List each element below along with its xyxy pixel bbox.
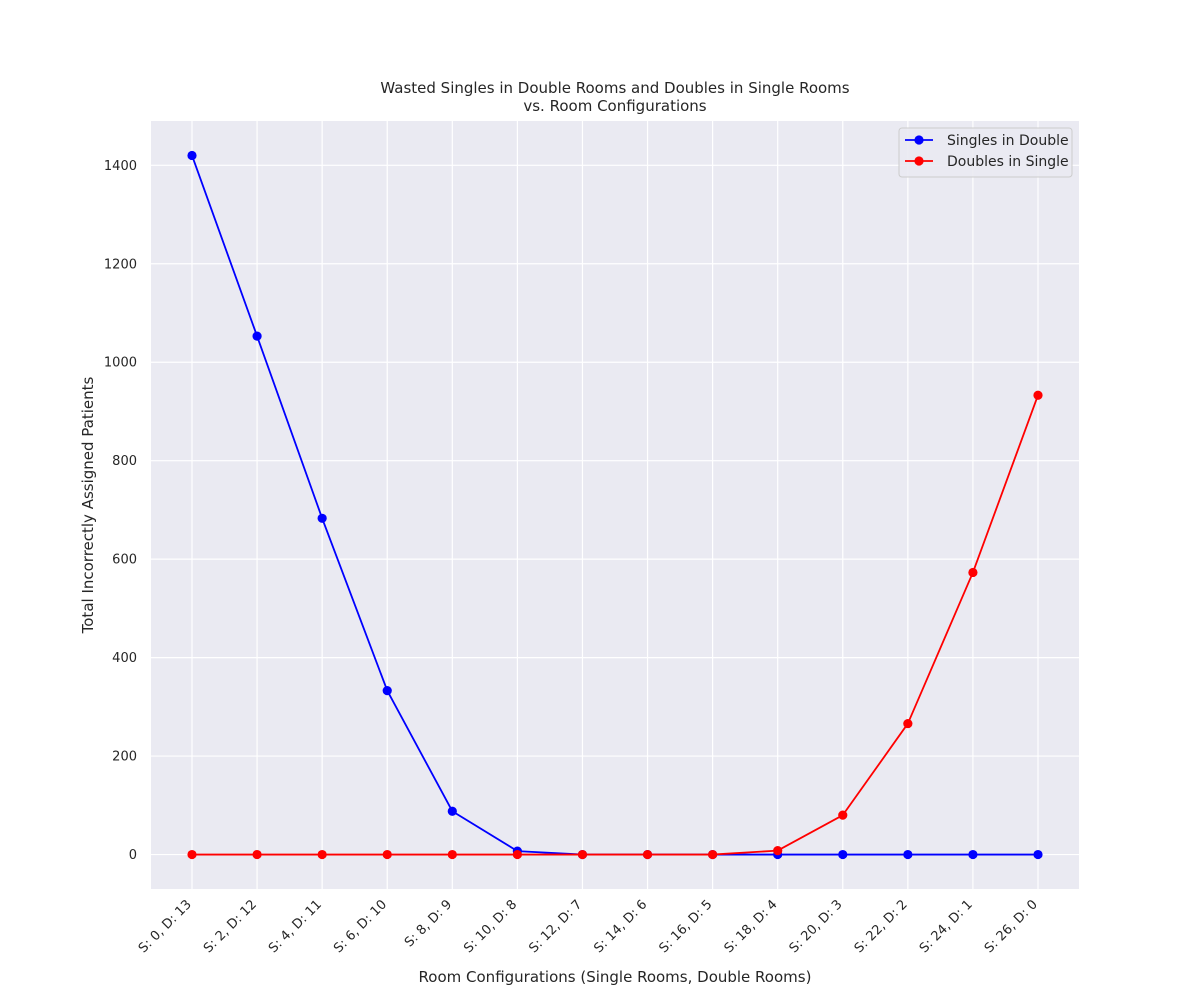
y-tick-label: 1400 — [104, 159, 137, 174]
x-tick-label: S: 18, D: 4 — [722, 897, 781, 956]
legend-box — [898, 127, 1073, 178]
x-tick-label: S: 16, D: 5 — [656, 897, 715, 956]
data-point — [1033, 390, 1043, 400]
legend-label: Singles in Double — [947, 133, 1069, 149]
x-tick-label: S: 2, D: 12 — [201, 897, 260, 956]
legend-marker — [914, 156, 924, 166]
data-point — [382, 686, 392, 696]
y-axis-label: Total Incorrectly Assigned Patients — [79, 376, 97, 634]
x-tick-label: S: 14, D: 6 — [591, 897, 650, 956]
legend-label: Doubles in Single — [947, 154, 1069, 170]
x-tick-label: S: 20, D: 3 — [787, 897, 846, 956]
x-tick-label: S: 10, D: 8 — [461, 897, 520, 956]
data-point — [187, 150, 197, 161]
y-tick-label: 1200 — [104, 257, 137, 272]
x-tick-label: S: 26, D: 0 — [982, 897, 1041, 956]
legend: Singles in Double Doubles in Single — [898, 127, 1073, 178]
data-point — [447, 806, 457, 816]
data-point — [838, 810, 848, 820]
x-tick-label: S: 4, D: 11 — [266, 897, 325, 956]
x-tick-label: S: 12, D: 7 — [526, 897, 585, 956]
data-point — [642, 849, 653, 860]
x-tick-label: S: 8, D: 9 — [402, 897, 455, 950]
data-point — [903, 849, 913, 860]
y-tick-label: 0 — [129, 848, 137, 863]
y-tick-label: 400 — [112, 651, 137, 666]
plot-area — [151, 121, 1079, 889]
x-tick-label: S: 24, D: 1 — [917, 897, 976, 956]
y-tick-label: 800 — [112, 454, 137, 469]
x-axis-label: Room Configurations (Single Rooms, Doubl… — [419, 968, 812, 986]
x-tick-label: S: 22, D: 2 — [852, 897, 911, 956]
series-line — [192, 394, 1039, 856]
data-point — [187, 849, 197, 860]
gridlines — [151, 121, 1079, 889]
data-point — [512, 849, 522, 860]
y-tick-label: 600 — [112, 553, 137, 568]
data-point — [968, 567, 978, 578]
y-axis-ticks: 0 200 400 600 800 1000 1200 1400 — [104, 159, 137, 863]
x-tick-label: S: 0, D: 13 — [136, 897, 195, 956]
chart-subtitle: vs. Room Configurations — [523, 97, 706, 115]
data-point — [838, 849, 848, 860]
data-point — [577, 849, 588, 860]
y-tick-label: 1000 — [104, 356, 137, 371]
chart-title: Wasted Singles in Double Rooms and Doubl… — [380, 79, 849, 97]
x-axis-ticks: S: 0, D: 13 S: 2, D: 12 S: 4, D: 11 S: 6, D… — [136, 897, 1041, 956]
legend-marker — [914, 135, 924, 145]
series-layer — [187, 150, 1043, 860]
data-point — [968, 849, 978, 860]
x-tick-label: S: 6, D: 10 — [331, 897, 390, 956]
data-point — [317, 849, 327, 860]
data-point — [773, 846, 783, 856]
data-point — [708, 849, 718, 860]
data-point — [317, 513, 327, 523]
data-point — [1033, 849, 1043, 860]
data-point — [903, 718, 913, 729]
data-point — [252, 849, 262, 860]
series-2 — [187, 390, 1043, 860]
y-tick-label: 200 — [112, 750, 137, 765]
data-point — [252, 331, 262, 341]
data-point — [447, 849, 457, 860]
data-point — [382, 849, 392, 860]
